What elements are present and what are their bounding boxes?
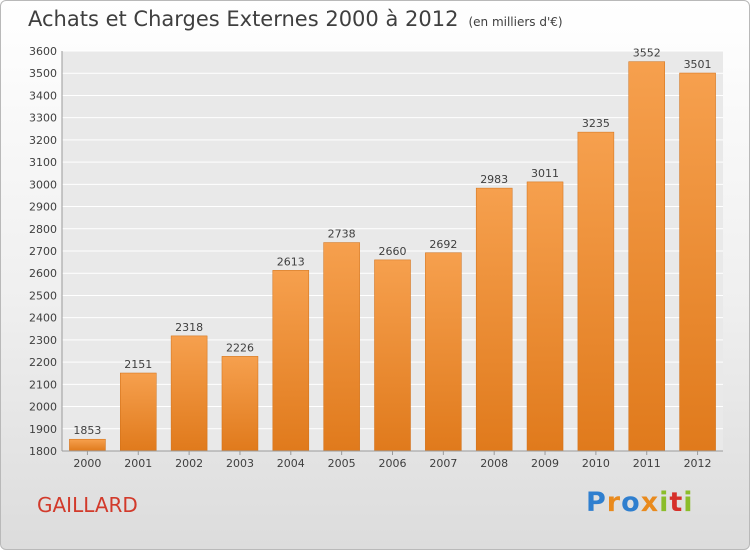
x-tick-label: 2010 xyxy=(582,457,610,470)
logo-letter: t xyxy=(669,487,684,518)
y-tick-label: 3000 xyxy=(29,178,57,191)
y-tick-label: 3600 xyxy=(29,45,57,58)
y-tick-label: 1800 xyxy=(29,445,57,458)
bar-value-label: 3235 xyxy=(582,117,610,130)
y-tick-label: 3500 xyxy=(29,67,57,80)
y-tick-label: 1900 xyxy=(29,423,57,436)
proxiti-logo[interactable]: Proxiti xyxy=(586,487,694,518)
y-tick-label: 2300 xyxy=(29,334,57,347)
x-tick-label: 2008 xyxy=(480,457,508,470)
y-tick-label: 3300 xyxy=(29,112,57,125)
commune-name: GAILLARD xyxy=(37,493,138,517)
x-tick-label: 2005 xyxy=(328,457,356,470)
y-tick-label: 2200 xyxy=(29,356,57,369)
x-tick-label: 2003 xyxy=(226,457,254,470)
y-tick-label: 2800 xyxy=(29,223,57,236)
bar-value-label: 1853 xyxy=(73,424,101,437)
chart-title-text: Achats et Charges Externes 2000 à 2012 xyxy=(28,7,459,31)
bar xyxy=(679,72,716,452)
bar-chart: 1853 2151 2318 2226 2613 2738 2660 2692 2983 3011… xyxy=(29,45,723,470)
y-tick-label: 2900 xyxy=(29,201,57,214)
bar xyxy=(475,187,513,452)
bar-value-label: 2226 xyxy=(226,341,254,354)
bar-value-label: 2738 xyxy=(328,228,356,241)
bar xyxy=(221,356,259,452)
y-tick-label: 2400 xyxy=(29,312,57,325)
bar-value-label: 3552 xyxy=(633,47,661,60)
bar-value-label: 2692 xyxy=(429,238,457,251)
x-tick-label: 2004 xyxy=(277,457,305,470)
bar-value-label: 3011 xyxy=(531,167,559,180)
x-tick-label: 2001 xyxy=(124,457,152,470)
bar-value-label: 2151 xyxy=(124,358,152,371)
bar-value-label: 2983 xyxy=(480,173,508,186)
bar xyxy=(526,181,564,452)
logo-letter: o xyxy=(621,487,641,518)
y-tick-label: 2000 xyxy=(29,401,57,414)
bar xyxy=(628,61,665,452)
x-tick-label: 2011 xyxy=(633,457,661,470)
bar-value-label: 2613 xyxy=(277,255,305,268)
bar xyxy=(120,372,157,452)
bar-value-label: 2660 xyxy=(379,245,407,258)
logo-letter: i xyxy=(683,487,694,518)
y-tick-label: 2700 xyxy=(29,245,57,258)
x-tick-label: 2007 xyxy=(429,457,457,470)
bar-value-label: 2318 xyxy=(175,321,203,334)
axes: 1800 1900 2000 2100 2200 2300 2400 2500 2600 2700… xyxy=(29,45,723,470)
y-tick-label: 2600 xyxy=(29,267,57,280)
logo-letter: P xyxy=(586,487,607,518)
logo-letter: x xyxy=(640,487,660,518)
y-tick-label: 3100 xyxy=(29,156,57,169)
x-tick-label: 2000 xyxy=(73,457,101,470)
y-tick-label: 3200 xyxy=(29,134,57,147)
bar xyxy=(374,259,411,452)
x-tick-label: 2012 xyxy=(684,457,712,470)
x-tick-label: 2006 xyxy=(379,457,407,470)
bar xyxy=(425,252,462,452)
bar-value-label: 3501 xyxy=(684,58,712,71)
chart-title: Achats et Charges Externes 2000 à 2012 (e… xyxy=(28,7,563,31)
chart-subtitle: (en milliers d'€) xyxy=(468,15,563,29)
logo-letter: r xyxy=(606,487,622,518)
x-tick-label: 2002 xyxy=(175,457,203,470)
bar xyxy=(323,242,360,452)
bar xyxy=(69,438,106,452)
logo-letter: i xyxy=(659,487,670,518)
bar xyxy=(577,131,615,452)
y-tick-label: 3400 xyxy=(29,89,57,102)
y-tick-label: 2500 xyxy=(29,289,57,302)
y-tick-label: 2100 xyxy=(29,378,57,391)
x-tick-label: 2009 xyxy=(531,457,559,470)
bar xyxy=(272,270,310,452)
bar xyxy=(170,335,208,452)
bars: 1853 2151 2318 2226 2613 2738 2660 2692 2983 3011… xyxy=(69,47,716,452)
